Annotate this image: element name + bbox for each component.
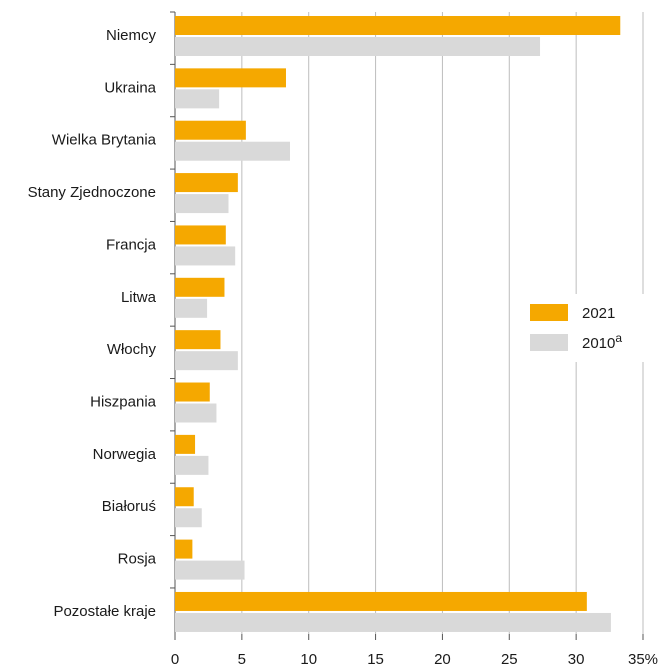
x-tick-label: 15 [367,651,384,667]
bar-series-2010 [175,351,238,371]
bar-series-2021 [175,330,221,350]
category-label: Stany Zjednoczone [28,184,156,201]
legend-label: 2021 [582,305,615,322]
grid-lines [170,11,644,634]
category-label: Niemcy [106,27,157,44]
bar-series-2010 [175,37,541,56]
x-tick-label: 0 [171,651,179,667]
category-label: Rosja [118,551,157,568]
bar-series-2021 [175,173,238,193]
bar-series-2010 [175,141,290,161]
legend-swatch [530,304,568,321]
bars [175,16,621,632]
bar-series-2021 [175,591,587,611]
bar-series-2010 [175,403,217,423]
bar-series-2021 [175,434,196,454]
bar-series-2010 [175,455,209,475]
legend-superscript: a [615,331,622,345]
bar-series-2021 [175,487,194,507]
x-tick-label: 10 [300,651,317,667]
category-label: Ukraina [104,79,156,96]
category-label: Litwa [121,289,157,306]
x-tick-label: 5 [238,651,246,667]
bar-series-2010 [175,508,202,528]
bar-series-2010 [175,298,208,318]
bar-series-2010 [175,612,611,632]
bar-series-2021 [175,120,246,140]
x-axis-ticks: 0 5 10 15 20 25 30 35% [171,634,658,667]
category-label: Białoruś [102,498,156,515]
category-label: Hiszpania [90,394,157,411]
bar-series-2021 [175,539,193,559]
category-label: Wielka Brytania [52,132,157,149]
category-label: Pozostałe kraje [53,603,156,620]
bar-series-2021 [175,16,621,35]
x-tick-label: 30 [568,651,585,667]
bar-series-2010 [175,194,229,214]
bar-series-2021 [175,225,226,245]
x-tick-label: 20 [434,651,451,667]
legend: 2021 2010a [520,294,646,362]
category-label: Włochy [107,341,157,358]
legend-label: 2010a [582,331,622,352]
bar-series-2010 [175,560,245,580]
bar-series-2010 [175,89,220,109]
legend-swatch [530,334,568,351]
bar-series-2021 [175,68,286,88]
x-tick-label: 25 [501,651,518,667]
category-label: Francja [106,236,157,253]
category-labels: Niemcy Ukraina Wielka Brytania Stany Zjedno… [28,27,157,620]
category-label: Norwegia [93,446,157,463]
bar-series-2021 [175,277,225,297]
x-tick-label: 35% [628,651,658,667]
bar-series-2021 [175,382,210,402]
bar-series-2010 [175,246,236,266]
